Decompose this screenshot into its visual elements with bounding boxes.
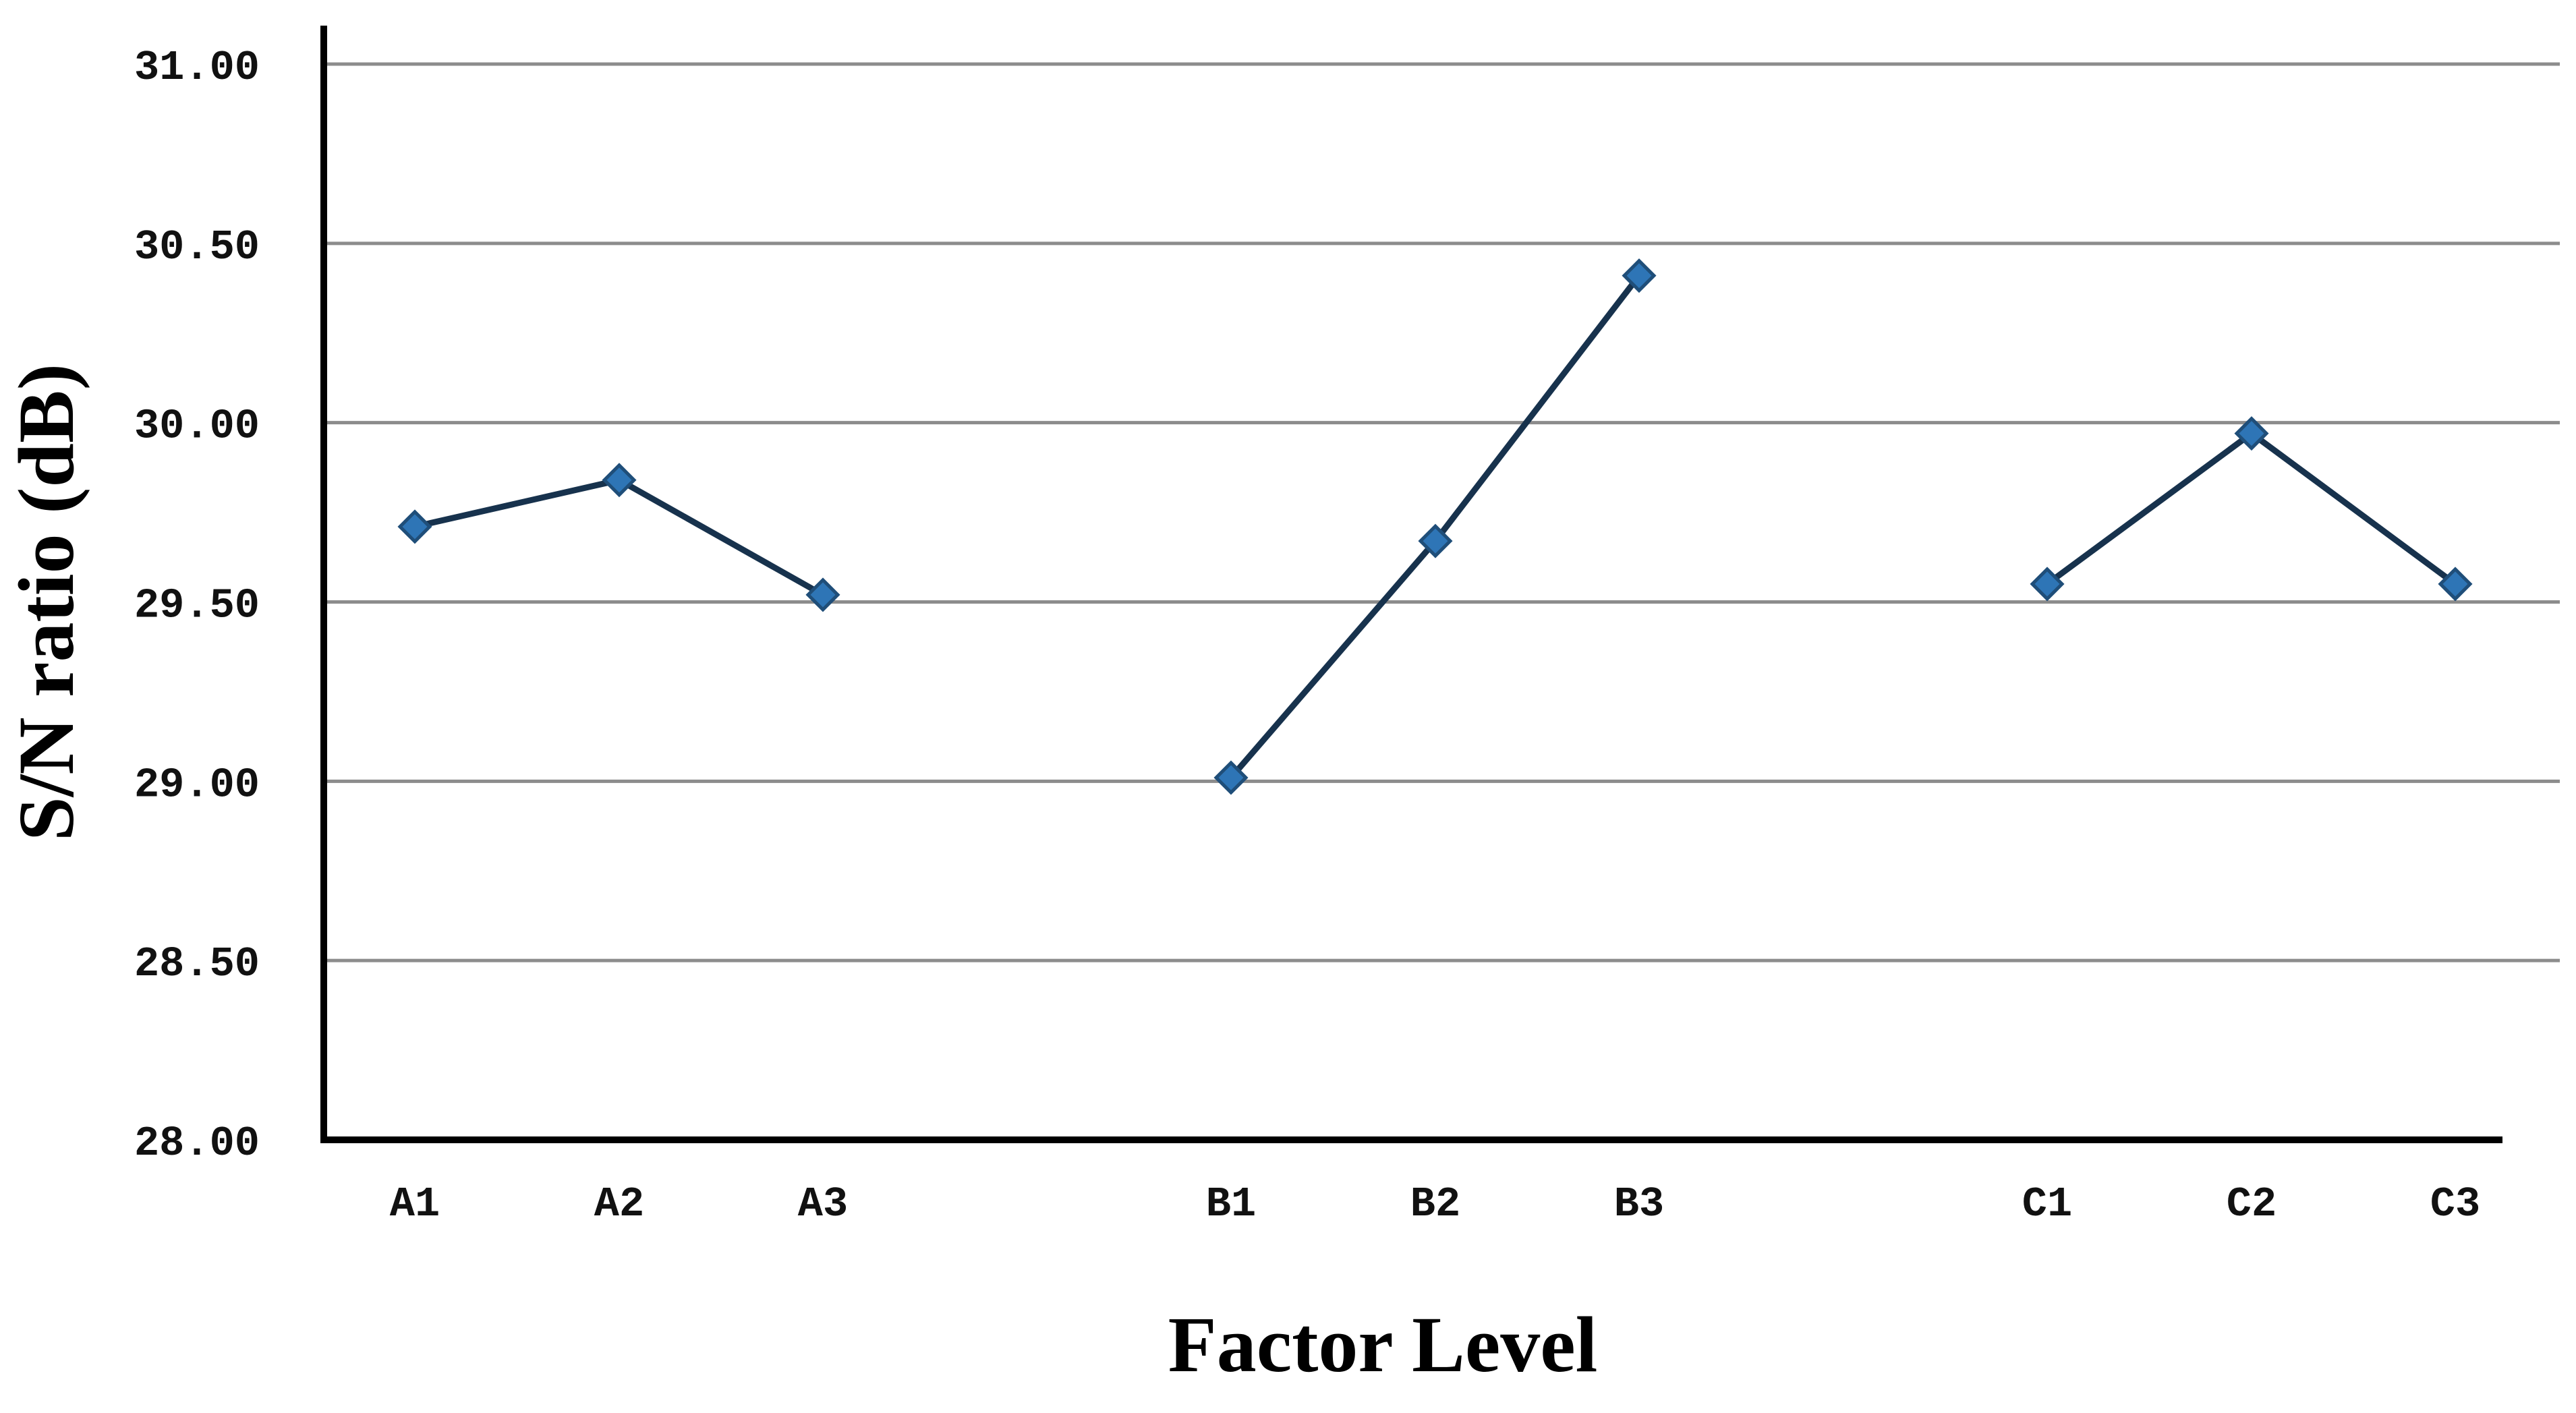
y-tick-label: 30.00 bbox=[134, 403, 260, 451]
data-point-a1 bbox=[397, 509, 432, 544]
x-tick-label: C3 bbox=[2430, 1180, 2480, 1228]
series-segment-c bbox=[2044, 430, 2255, 587]
data-point-c2 bbox=[2234, 416, 2269, 451]
axes bbox=[320, 26, 2502, 1143]
data-point-a2 bbox=[602, 463, 637, 498]
y-tick-label: 29.00 bbox=[134, 761, 260, 809]
data-markers bbox=[397, 258, 2473, 795]
x-tick-label: B3 bbox=[1614, 1180, 1664, 1228]
x-tick-labels: A1 A2 A3 B1 B2 B3 C1 C2 C3 bbox=[390, 1180, 2480, 1228]
y-tick-labels: 28.00 28.50 29.00 29.50 30.00 30.50 31.00 bbox=[134, 44, 260, 1167]
y-tick-label: 28.50 bbox=[134, 940, 260, 988]
y-tick-label: 28.00 bbox=[134, 1120, 260, 1167]
data-point-c3 bbox=[2438, 567, 2473, 602]
x-tick-label: B2 bbox=[1410, 1180, 1460, 1228]
series-segment-b bbox=[1228, 538, 1439, 781]
x-tick-label: B1 bbox=[1206, 1180, 1256, 1228]
x-tick-label: C2 bbox=[2227, 1180, 2277, 1228]
y-tick-label: 31.00 bbox=[134, 44, 260, 92]
series-segment-c bbox=[2248, 430, 2459, 587]
y-axis-title: S/N ratio (dB) bbox=[2, 364, 90, 841]
data-point-b2 bbox=[1418, 523, 1453, 558]
gridlines bbox=[324, 62, 2560, 962]
series-lines bbox=[411, 272, 2459, 781]
series-segment-a bbox=[616, 477, 826, 598]
y-tick-label: 30.50 bbox=[134, 223, 260, 271]
x-tick-label: C1 bbox=[2022, 1180, 2072, 1228]
x-tick-label: A2 bbox=[594, 1180, 644, 1228]
data-point-b3 bbox=[1622, 258, 1657, 293]
x-axis-title: Factor Level bbox=[1168, 1300, 1598, 1389]
data-point-c1 bbox=[2030, 567, 2065, 602]
y-tick-label: 29.50 bbox=[134, 582, 260, 630]
series-segment-b bbox=[1432, 272, 1642, 544]
x-tick-label: A1 bbox=[390, 1180, 440, 1228]
series-segment-a bbox=[411, 477, 623, 530]
data-point-a3 bbox=[805, 577, 840, 612]
data-point-b1 bbox=[1213, 760, 1249, 795]
x-tick-label: A3 bbox=[798, 1180, 848, 1228]
